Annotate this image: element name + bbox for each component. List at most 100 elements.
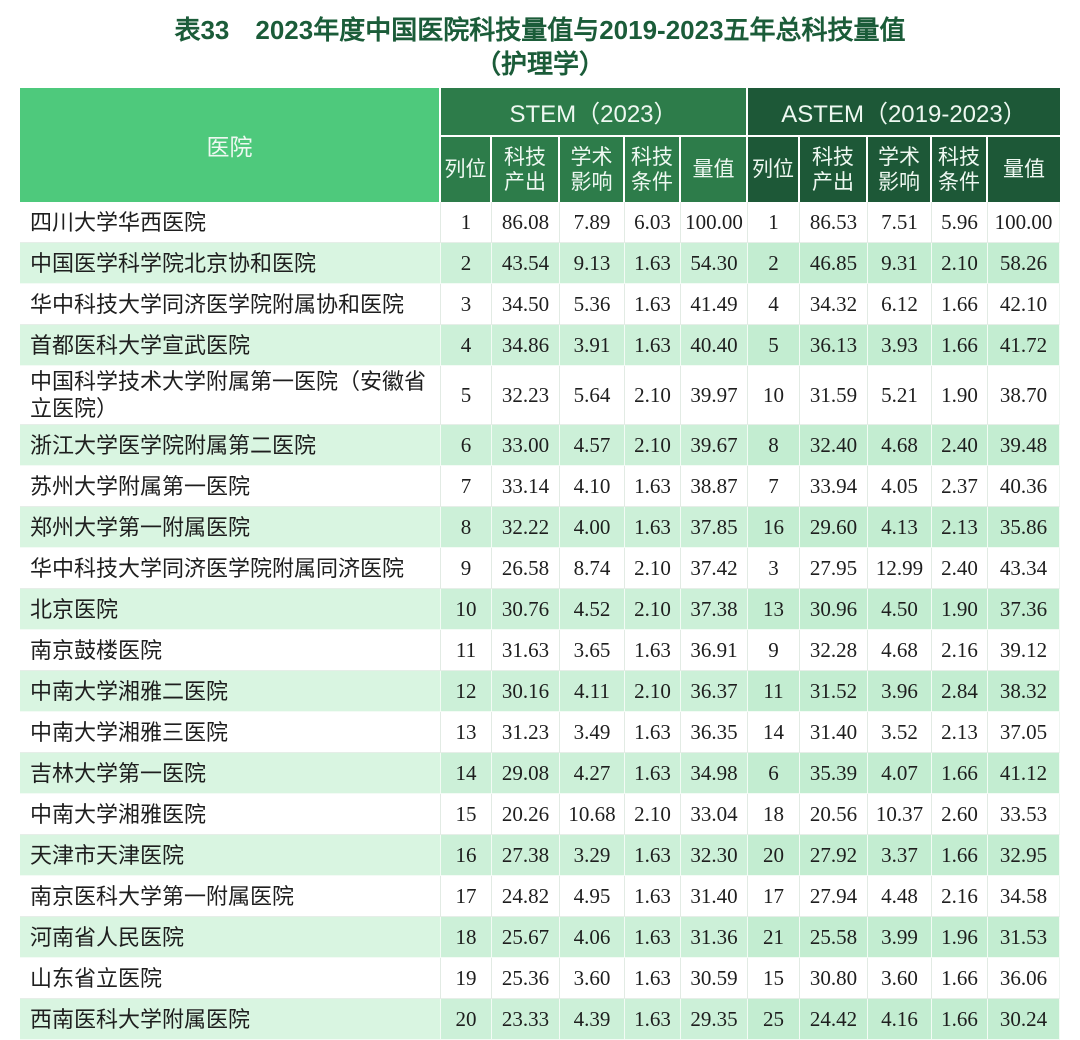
- stem-sci-condition-cell: 2.10: [624, 794, 681, 835]
- stem-value-cell: 36.35: [680, 712, 748, 753]
- column-header-hospital: 医院: [19, 88, 441, 202]
- stem-academic-impact-cell: 7.89: [559, 202, 625, 243]
- astem-academic-impact-cell: 12.99: [868, 548, 932, 589]
- hospital-stem-ranking-table: 医院 STEM（2023） ASTEM（2019-2023） 列位 科技 产出 学术…: [19, 88, 1061, 1040]
- stem-value-cell: 41.49: [680, 284, 748, 325]
- table-row: 南京鼓楼医院 11 31.63 3.65 1.63 36.91 9 32.28 4.68 2.16…: [19, 630, 1061, 671]
- astem-sci-condition-cell: 5.96: [932, 202, 988, 243]
- astem-value-cell: 39.48: [988, 425, 1061, 466]
- stem-value-cell: 31.40: [680, 876, 748, 917]
- stem-rank-cell: 6: [440, 425, 492, 466]
- astem-rank-cell: 16: [748, 507, 800, 548]
- astem-value-cell: 38.32: [988, 671, 1061, 712]
- stem-academic-impact-cell: 8.74: [559, 548, 625, 589]
- astem-sci-output-cell: 31.52: [800, 671, 868, 712]
- stem-rank-cell: 10: [440, 589, 492, 630]
- table-title-line2: （护理学）: [474, 49, 605, 79]
- table-row: 中国医学科学院北京协和医院 2 43.54 9.13 1.63 54.30 2 46.85 9.…: [19, 243, 1061, 284]
- column-header-sci-condition-astem: 科技 条件: [932, 137, 988, 202]
- astem-value-cell: 36.06: [988, 958, 1061, 999]
- stem-sci-output-cell: 25.36: [491, 958, 560, 999]
- table-row: 中国科学技术大学附属第一医院（安徽省立医院） 5 32.23 5.64 2.10 39.9…: [19, 366, 1061, 425]
- table-row: 首都医科大学宣武医院 4 34.86 3.91 1.63 40.40 5 36.13 3.93 1…: [19, 325, 1061, 366]
- stem-value-cell: 29.35: [680, 999, 748, 1040]
- astem-value-cell: 42.10: [988, 284, 1061, 325]
- stem-rank-cell: 3: [440, 284, 492, 325]
- astem-sci-output-cell: 36.13: [800, 325, 868, 366]
- stem-sci-output-cell: 29.08: [491, 753, 560, 794]
- stem-sci-condition-cell: 1.63: [624, 466, 681, 507]
- stem-value-cell: 30.59: [680, 958, 748, 999]
- astem-value-cell: 31.53: [988, 917, 1061, 958]
- stem-academic-impact-cell: 10.68: [559, 794, 625, 835]
- table-row: 吉林大学第一医院 14 29.08 4.27 1.63 34.98 6 35.39 4.07 1.…: [19, 753, 1061, 794]
- stem-rank-cell: 19: [440, 958, 492, 999]
- table-row: 南京医科大学第一附属医院 17 24.82 4.95 1.63 31.40 17 27.94 4…: [19, 876, 1061, 917]
- astem-rank-cell: 9: [748, 630, 800, 671]
- table-row: 浙江大学医学院附属第二医院 6 33.00 4.57 2.10 39.67 8 32.40 4.…: [19, 425, 1061, 466]
- astem-sci-condition-cell: 2.16: [932, 630, 988, 671]
- stem-sci-output-cell: 34.50: [491, 284, 560, 325]
- stem-academic-impact-cell: 4.10: [559, 466, 625, 507]
- stem-value-cell: 37.38: [680, 589, 748, 630]
- table-body: 四川大学华西医院 1 86.08 7.89 6.03 100.00 1 86.53 7.51 5.…: [19, 202, 1061, 1040]
- stem-value-cell: 40.40: [680, 325, 748, 366]
- astem-academic-impact-cell: 4.68: [868, 425, 932, 466]
- stem-sci-condition-cell: 1.63: [624, 712, 681, 753]
- stem-sci-output-cell: 24.82: [491, 876, 560, 917]
- stem-sci-output-cell: 32.23: [491, 366, 560, 425]
- stem-academic-impact-cell: 4.11: [559, 671, 625, 712]
- stem-value-cell: 37.85: [680, 507, 748, 548]
- astem-rank-cell: 5: [748, 325, 800, 366]
- astem-academic-impact-cell: 3.96: [868, 671, 932, 712]
- stem-academic-impact-cell: 4.06: [559, 917, 625, 958]
- table-row: 四川大学华西医院 1 86.08 7.89 6.03 100.00 1 86.53 7.51 5.…: [19, 202, 1061, 243]
- astem-sci-output-cell: 27.94: [800, 876, 868, 917]
- astem-academic-impact-cell: 4.48: [868, 876, 932, 917]
- stem-sci-condition-cell: 1.63: [624, 325, 681, 366]
- stem-sci-output-cell: 43.54: [491, 243, 560, 284]
- astem-sci-output-cell: 29.60: [800, 507, 868, 548]
- astem-sci-condition-cell: 1.66: [932, 835, 988, 876]
- astem-academic-impact-cell: 3.99: [868, 917, 932, 958]
- stem-value-cell: 100.00: [680, 202, 748, 243]
- astem-value-cell: 58.26: [988, 243, 1061, 284]
- stem-sci-output-cell: 33.00: [491, 425, 560, 466]
- astem-sci-condition-cell: 1.66: [932, 753, 988, 794]
- column-header-sci-condition-stem: 科技 条件: [624, 137, 681, 202]
- astem-rank-cell: 14: [748, 712, 800, 753]
- hospital-name-cell: 浙江大学医学院附属第二医院: [19, 425, 441, 466]
- hospital-name-cell: 山东省立医院: [19, 958, 441, 999]
- stem-sci-condition-cell: 1.63: [624, 507, 681, 548]
- stem-rank-cell: 12: [440, 671, 492, 712]
- astem-academic-impact-cell: 4.07: [868, 753, 932, 794]
- table-row: 华中科技大学同济医学院附属协和医院 3 34.50 5.36 1.63 41.49 4 34.…: [19, 284, 1061, 325]
- astem-value-cell: 40.36: [988, 466, 1061, 507]
- stem-value-cell: 37.42: [680, 548, 748, 589]
- stem-academic-impact-cell: 4.00: [559, 507, 625, 548]
- stem-value-cell: 39.97: [680, 366, 748, 425]
- astem-academic-impact-cell: 4.13: [868, 507, 932, 548]
- astem-sci-output-cell: 86.53: [800, 202, 868, 243]
- table-row: 北京医院 10 30.76 4.52 2.10 37.38 13 30.96 4.50 1.90 3…: [19, 589, 1061, 630]
- stem-rank-cell: 7: [440, 466, 492, 507]
- header-sub-row: 列位 科技 产出 学术 影响 科技 条件 量值 列位 科技 产出 学术 影响 科技 条件 量值: [20, 137, 1061, 202]
- astem-value-cell: 33.53: [988, 794, 1061, 835]
- hospital-name-cell: 中南大学湘雅三医院: [19, 712, 441, 753]
- table-row: 中南大学湘雅三医院 13 31.23 3.49 1.63 36.35 14 31.40 3.52…: [19, 712, 1061, 753]
- astem-sci-output-cell: 27.95: [800, 548, 868, 589]
- stem-sci-condition-cell: 6.03: [624, 202, 681, 243]
- astem-sci-condition-cell: 2.10: [932, 243, 988, 284]
- stem-value-cell: 36.91: [680, 630, 748, 671]
- hospital-name-cell: 华中科技大学同济医学院附属协和医院: [19, 284, 441, 325]
- stem-value-cell: 54.30: [680, 243, 748, 284]
- stem-academic-impact-cell: 3.29: [559, 835, 625, 876]
- stem-rank-cell: 9: [440, 548, 492, 589]
- stem-rank-cell: 15: [440, 794, 492, 835]
- astem-academic-impact-cell: 6.12: [868, 284, 932, 325]
- stem-sci-condition-cell: 2.10: [624, 671, 681, 712]
- hospital-name-cell: 中南大学湘雅二医院: [19, 671, 441, 712]
- astem-sci-output-cell: 25.58: [800, 917, 868, 958]
- astem-sci-condition-cell: 2.16: [932, 876, 988, 917]
- hospital-name-cell: 南京鼓楼医院: [19, 630, 441, 671]
